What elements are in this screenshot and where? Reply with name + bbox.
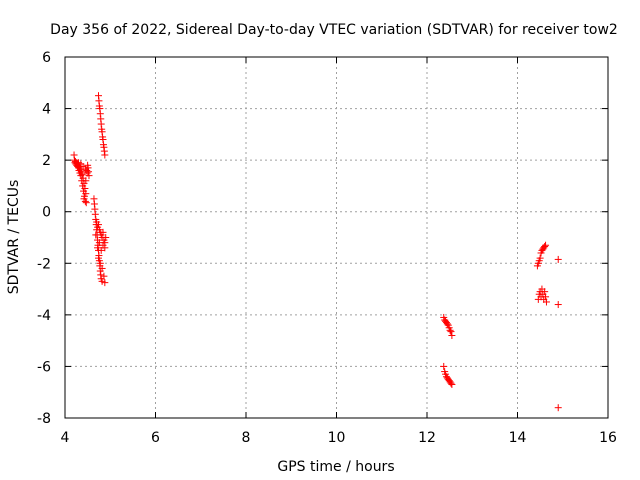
data-point [102, 234, 110, 241]
x-tick-label: 4 [61, 430, 70, 446]
data-point [85, 172, 93, 180]
chart-title: Day 356 of 2022, Sidereal Day-to-day VTE… [50, 22, 618, 38]
data-point [554, 301, 562, 309]
data-point [542, 241, 550, 249]
grid-layer [65, 57, 608, 418]
y-tick-label: -2 [37, 256, 51, 272]
y-tick-label: -8 [37, 411, 51, 427]
data-point [95, 239, 103, 247]
data-point [448, 380, 456, 388]
data-point [99, 228, 107, 236]
x-tick-label: 14 [509, 430, 527, 446]
data-point [447, 328, 455, 336]
data-point [542, 298, 550, 306]
y-tick-label: 0 [42, 205, 51, 221]
data-point [82, 190, 90, 198]
y-tick-label: 4 [42, 102, 51, 118]
data-point [440, 362, 448, 370]
data-point [94, 254, 102, 262]
data-point [100, 272, 108, 280]
data-point [80, 195, 88, 203]
y-tick-label: -4 [37, 308, 51, 324]
data-point [94, 221, 102, 229]
data-point [82, 199, 90, 207]
data-point [536, 254, 544, 262]
data-point [554, 404, 562, 412]
x-tick-label: 10 [328, 430, 346, 446]
data-point [443, 320, 451, 328]
data-point [101, 244, 109, 252]
data-point [94, 244, 102, 252]
data-point [101, 279, 109, 287]
data-point [96, 259, 104, 267]
x-tick-label: 8 [242, 430, 251, 446]
tick-layer: 4 6 8 10 12 14 16 -8 -6 -4 -2 0 2 4 6 [37, 50, 617, 446]
data-point [447, 379, 455, 387]
x-tick-label: 16 [599, 430, 617, 446]
x-tick-label: 12 [418, 430, 436, 446]
data-point [81, 165, 89, 173]
x-axis-label: GPS time / hours [277, 459, 394, 475]
data-point [75, 159, 83, 167]
data-point [81, 185, 89, 193]
data-point [541, 288, 549, 296]
y-tick-label: 2 [42, 153, 51, 169]
y-tick-label: 6 [42, 50, 51, 66]
data-point [101, 151, 109, 159]
y-tick-label: -6 [37, 359, 51, 375]
data-point [446, 326, 454, 334]
data-point [448, 331, 456, 339]
data-point [78, 170, 86, 178]
data-point [541, 243, 549, 251]
data-point [542, 293, 550, 301]
data-point [82, 177, 90, 185]
data-points [70, 92, 562, 412]
y-axis-label: SDTVAR / TECUs [6, 180, 22, 295]
data-point [97, 246, 105, 254]
x-tick-label: 6 [151, 430, 160, 446]
data-point [98, 264, 106, 272]
data-point [554, 255, 562, 263]
